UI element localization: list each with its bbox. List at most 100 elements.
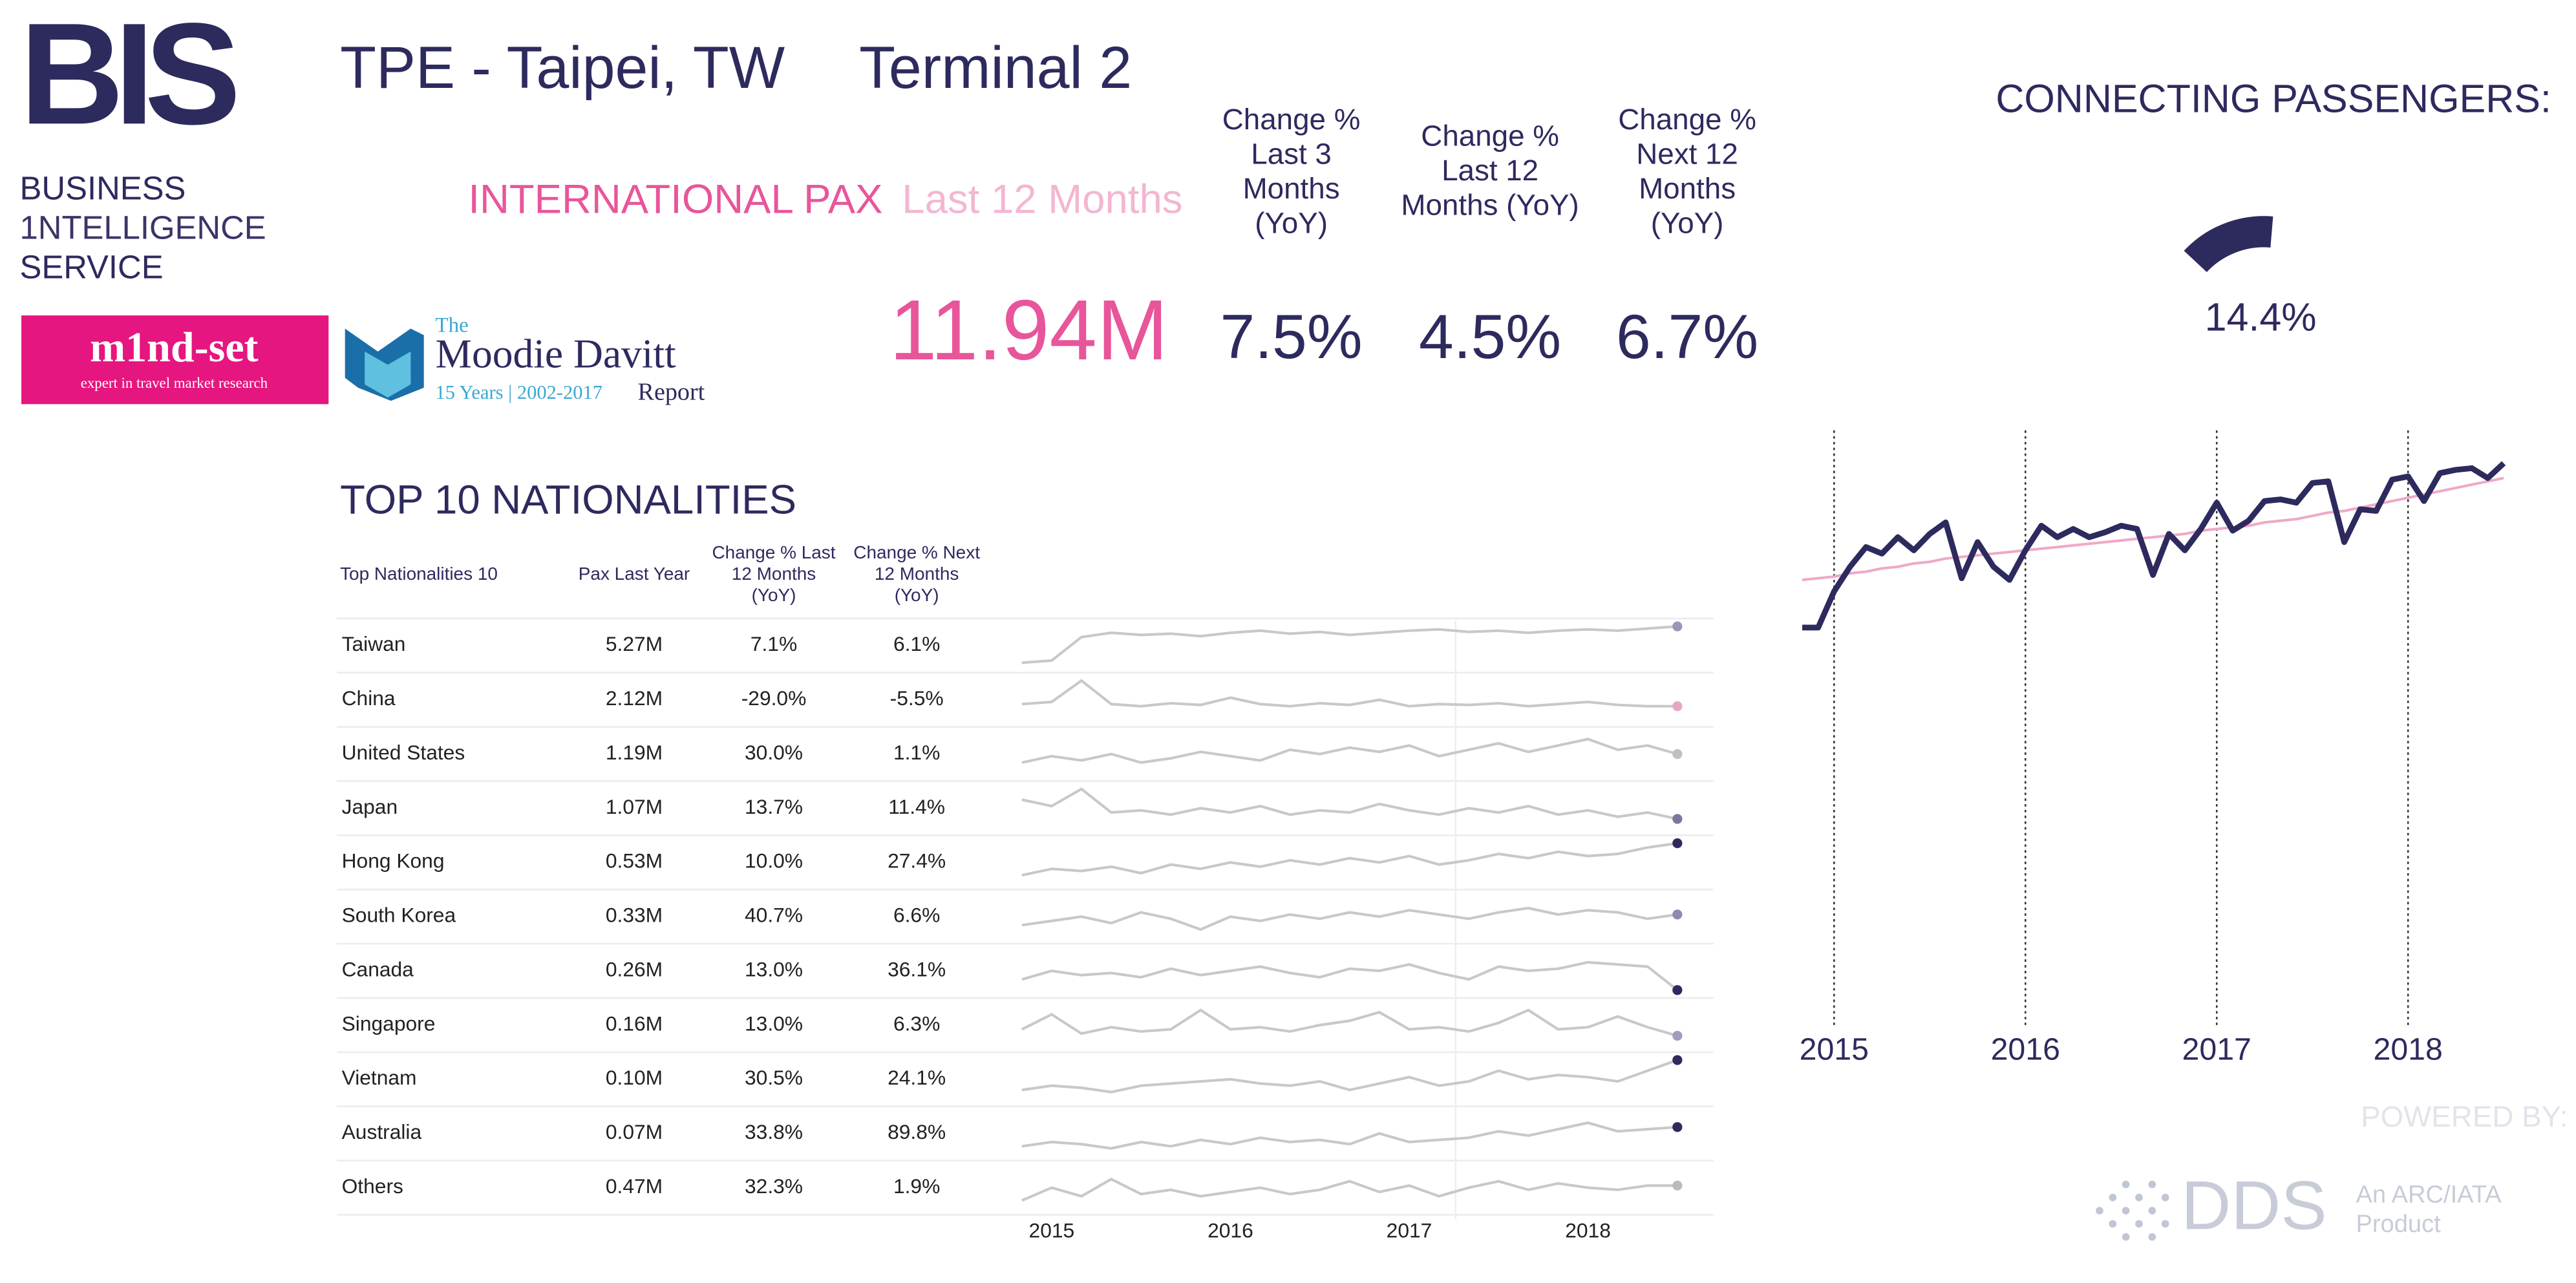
label: CONNECTING PASSENGERS:: [1996, 77, 2551, 121]
label: 5.27M: [606, 632, 663, 655]
label: (YoY): [1651, 206, 1724, 239]
label: Last 3: [1251, 138, 1332, 171]
label: Vietnam: [342, 1066, 417, 1089]
x-tick-label: 2017: [2182, 1032, 2251, 1066]
x-tick-label: 2018: [1565, 1219, 1611, 1242]
label: 12 Months: [875, 564, 959, 584]
x-tick-label: 2018: [2374, 1032, 2443, 1066]
dds-dot: [2148, 1180, 2156, 1189]
sparkline: [1021, 679, 1677, 708]
label: Hong Kong: [342, 849, 445, 873]
label: 0.10M: [606, 1066, 663, 1089]
label: 0.53M: [606, 849, 663, 873]
x-tick-label: 2017: [1387, 1219, 1432, 1242]
dds-dot: [2161, 1193, 2169, 1202]
gauge-value: 14.4%: [2205, 295, 2317, 339]
dds-dot: [2161, 1220, 2169, 1228]
label: 27.4%: [888, 849, 946, 873]
label: -5.5%: [890, 686, 944, 710]
dds-icon: [2096, 1180, 2169, 1241]
sparkline-end-dot: [1672, 1055, 1683, 1065]
dds-dot: [2109, 1220, 2117, 1228]
label: 0.07M: [606, 1120, 663, 1143]
label: 6.6%: [893, 904, 940, 927]
x-tick-label: 2015: [1029, 1219, 1075, 1242]
label: (YoY): [1255, 206, 1328, 239]
label: 1.1%: [893, 741, 940, 764]
label: 0.16M: [606, 1012, 663, 1035]
sparkline: [1021, 625, 1677, 664]
label: Moodie Davitt: [435, 331, 676, 377]
label: 1.19M: [606, 741, 663, 764]
label: Taiwan: [342, 632, 406, 655]
label: Singapore: [342, 1012, 436, 1035]
label: (YoY): [752, 585, 796, 605]
label: SERVICE: [19, 248, 163, 285]
sparkline: [1021, 842, 1678, 877]
label: 33.8%: [745, 1120, 803, 1143]
sparkline-end-dot: [1672, 621, 1683, 631]
label: Report: [638, 379, 705, 406]
label: 0.33M: [606, 904, 663, 927]
label: 0.47M: [606, 1174, 663, 1198]
label: Pax Last Year: [579, 564, 690, 584]
label: Change %: [1222, 103, 1361, 136]
sparkline: [1021, 737, 1678, 764]
label: 30.5%: [745, 1066, 803, 1089]
line-series: [1802, 476, 2504, 582]
line-series: [1802, 461, 2506, 631]
label: Others: [342, 1174, 403, 1198]
label: 13.0%: [745, 1012, 803, 1035]
sparkline: [1021, 787, 1678, 820]
dds-dot: [2109, 1193, 2117, 1202]
label: Next 12: [1636, 138, 1738, 171]
label: Months: [1243, 172, 1340, 205]
dds-dot: [2135, 1193, 2143, 1202]
x-tick-label: 2016: [1208, 1219, 1253, 1242]
label: Months (YoY): [1401, 188, 1579, 221]
moodie-icon-inner: [365, 351, 411, 398]
label: Change %: [1618, 103, 1756, 136]
label: Japan: [342, 795, 398, 818]
sparkline-end-dot: [1672, 909, 1683, 920]
label: China: [342, 686, 396, 710]
dds-dot: [2148, 1233, 2156, 1241]
label: 89.8%: [888, 1120, 946, 1143]
label: Last 12: [1442, 154, 1538, 187]
sparkline-end-dot: [1672, 1122, 1683, 1132]
label: INTERNATIONAL PAX: [468, 176, 882, 222]
sparkline: [1021, 1008, 1678, 1037]
label: The: [435, 313, 468, 337]
label: 7.5%: [1220, 302, 1363, 372]
sparkline-end-dot: [1672, 814, 1683, 824]
dds-dot: [2122, 1207, 2130, 1214]
label: 4.5%: [1419, 302, 1561, 372]
sparkline-end-dot: [1672, 838, 1683, 849]
dds-dot: [2148, 1207, 2156, 1214]
label: 40.7%: [745, 904, 803, 927]
sparkline-end-dot: [1672, 1030, 1683, 1041]
sparkline: [1021, 906, 1678, 931]
label: Canada: [342, 957, 414, 981]
label: Change % Last: [712, 542, 836, 562]
sparkline: [1021, 1059, 1678, 1094]
label: Top Nationalities 10: [340, 564, 498, 584]
label: POWERED BY:: [2361, 1100, 2568, 1133]
bis-logo: BIS: [19, 0, 235, 154]
label: 10.0%: [745, 849, 803, 873]
sparkline: [1021, 1178, 1677, 1202]
mindset-logo-bg: [21, 315, 329, 405]
label: 6.3%: [893, 1012, 940, 1035]
label: Terminal 2: [859, 35, 1132, 101]
label: 1NTELLIGENCE: [19, 209, 266, 246]
label: m1nd-set: [90, 324, 259, 371]
sparkline-end-dot: [1672, 748, 1683, 759]
label: expert in travel market research: [81, 375, 268, 391]
label: Change %: [1421, 120, 1559, 153]
dds-dot: [2122, 1180, 2130, 1189]
sparkline-end-dot: [1672, 985, 1683, 995]
dds-dot: [2122, 1233, 2130, 1241]
label: Product: [2356, 1210, 2441, 1238]
